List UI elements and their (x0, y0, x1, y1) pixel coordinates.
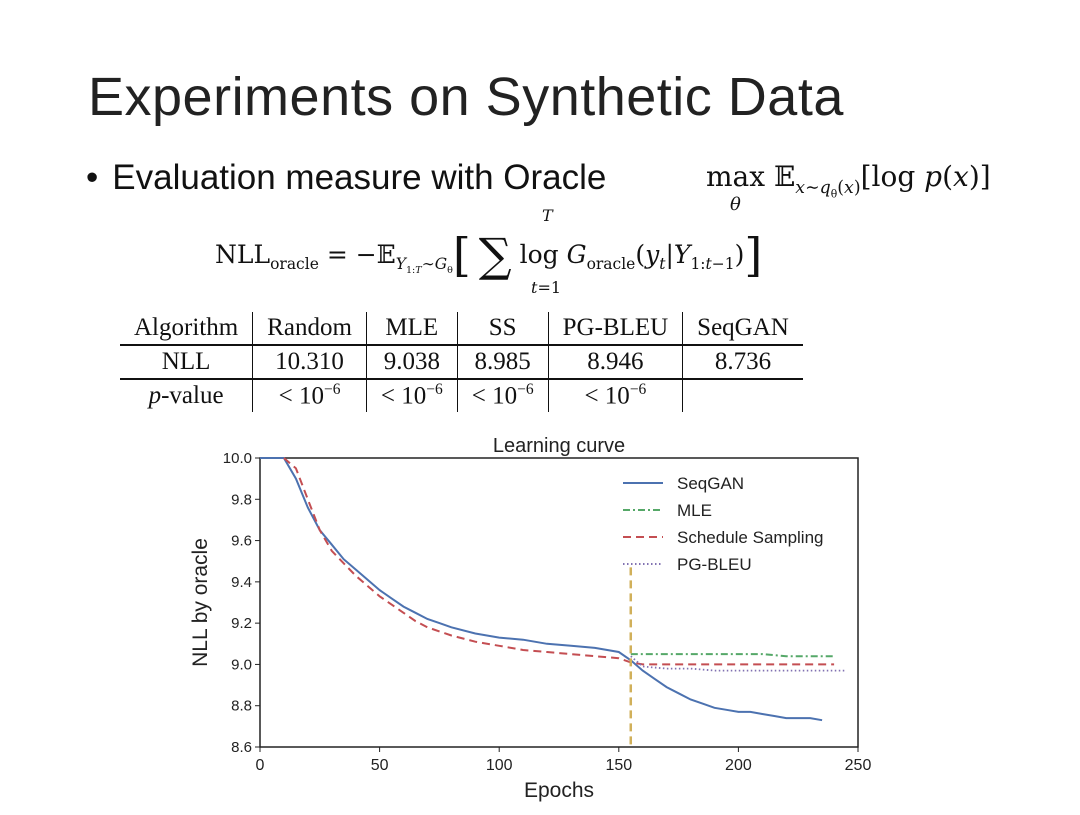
bullet-dot-icon: • (86, 158, 99, 197)
nll-oracle-formula: NLLoracle = −𝔼Y1:T∼Gθ[ ∑ log Goracle(yt|… (215, 206, 763, 297)
plot-frame (259, 457, 859, 748)
y-tick-label: 8.6 (231, 739, 252, 756)
legend-label: PG-BLEU (677, 555, 752, 574)
series-line-schedule-sampling (283, 457, 835, 666)
legend-label: MLE (677, 501, 712, 520)
table-header-cell: SS (456, 312, 549, 346)
table-cell: 10.310 (252, 345, 367, 380)
x-tick-label: 150 (605, 757, 632, 774)
chart-svg: 0 50 100 150 200 250 8.6 8.8 9.0 9.2 9.4 9.6 9.8 10.0… (189, 435, 872, 802)
table-cell: < 10−6 (547, 379, 683, 412)
table-cell: 9.038 (365, 345, 458, 380)
y-axis-label: NLL by oracle (189, 538, 212, 667)
y-tick-label: 9.6 (231, 533, 252, 550)
objective-formula: max 𝔼x∼qθ(x)[log p(x)] θ (706, 160, 991, 215)
y-tick-label: 9.2 (231, 615, 252, 632)
table-header-cell: Algorithm (120, 312, 253, 346)
x-tick-label: 200 (725, 757, 752, 774)
results-table: Algorithm Random MLE SS PG-BLEU SeqGAN N… (120, 312, 803, 412)
learning-curve-chart: 0 50 100 150 200 250 8.6 8.8 9.0 9.2 9.4 9.6 9.8 10.0… (180, 425, 880, 810)
table-header-row: Algorithm Random MLE SS PG-BLEU SeqGAN (120, 312, 803, 346)
table-cell (682, 379, 803, 412)
chart-title: Learning curve (493, 435, 625, 457)
table-header-cell: MLE (365, 312, 458, 346)
table-cell: NLL (120, 345, 253, 380)
pvalue-label: -value (161, 382, 224, 409)
series-line-seqgan (260, 457, 823, 722)
y-tick-label: 9.4 (231, 574, 252, 591)
y-tick-label: 9.0 (231, 656, 252, 673)
bullet-item: • Evaluation measure with Oracle (86, 158, 606, 198)
table-cell: < 10−6 (365, 379, 458, 412)
x-tick-label: 100 (486, 757, 513, 774)
bullet-text: Evaluation measure with Oracle (112, 158, 607, 197)
x-tick-label: 0 (256, 757, 265, 774)
table-header-cell: SeqGAN (682, 312, 803, 346)
y-tick-label: 8.8 (231, 698, 252, 715)
legend-label: Schedule Sampling (677, 528, 823, 547)
table-header-cell: Random (252, 312, 367, 346)
table-row: p-value < 10−6 < 10−6 < 10−6 < 10−6 (120, 379, 803, 412)
table-header-cell: PG-BLEU (547, 312, 683, 346)
table-cell: < 10−6 (252, 379, 367, 412)
table-cell: 8.985 (456, 345, 549, 380)
table-cell: p-value (120, 379, 253, 412)
table-cell: < 10−6 (456, 379, 549, 412)
p-symbol: p (148, 382, 162, 409)
table-cell-best: 8.736 (682, 345, 803, 380)
table-row: NLL 10.310 9.038 8.985 8.946 8.736 (120, 345, 803, 380)
x-tick-label: 250 (845, 757, 872, 774)
legend-label: SeqGAN (677, 474, 744, 493)
y-tick-label: 10.0 (223, 450, 252, 467)
y-tick-label: 9.8 (231, 491, 252, 508)
series-line-mle (630, 653, 835, 658)
table-cell: 8.946 (547, 345, 683, 380)
x-axis-label: Epochs (524, 779, 594, 802)
x-tick-label: 50 (371, 757, 389, 774)
slide-title: Experiments on Synthetic Data (88, 67, 844, 127)
